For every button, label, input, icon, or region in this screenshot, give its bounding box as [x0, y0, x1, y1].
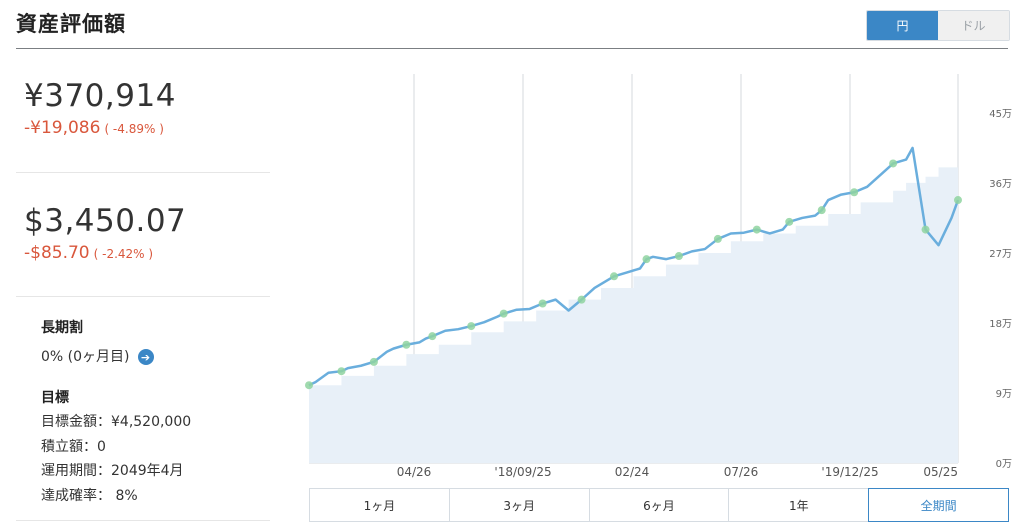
- long-term-text: 0% (0ヶ月目): [41, 349, 130, 365]
- data-point: [642, 255, 651, 264]
- page-title: 資産評価額: [16, 12, 126, 36]
- y-tick-label: 27万: [989, 249, 1012, 260]
- x-tick-label: 04/26: [397, 465, 432, 479]
- valuation-chart-svg: 0万 9万 18万 27万 36万 45万 04/26 '18/09/25 02/24 07/26…: [305, 74, 1012, 479]
- period-1m-button[interactable]: 1ヶ月: [310, 489, 450, 521]
- data-point: [337, 367, 346, 376]
- arrow-right-icon[interactable]: ➔: [137, 349, 154, 365]
- y-tick-label: 9万: [996, 389, 1012, 400]
- period-selector[interactable]: 1ヶ月 3ヶ月 6ヶ月 1年 全期間: [309, 488, 1009, 522]
- y-tick-label: 45万: [989, 109, 1012, 120]
- goal-title: 目標: [41, 390, 69, 406]
- y-tick-label: 36万: [989, 179, 1012, 190]
- goal-probability: 達成確率： 8%: [41, 488, 138, 504]
- data-point: [499, 309, 508, 318]
- data-point: [850, 188, 859, 197]
- usd-change: -$85.70( -2.42% ): [24, 243, 186, 263]
- goal-amount: 目標金額：¥4,520,000: [41, 414, 192, 430]
- x-tick-label: 07/26: [724, 465, 759, 479]
- jpy-value: ¥370,914: [24, 78, 176, 114]
- goal-period: 運用期間：2049年4月: [41, 463, 184, 479]
- usd-value: $3,450.07: [24, 203, 187, 239]
- data-point: [610, 272, 619, 281]
- x-tick-label: 02/24: [615, 465, 650, 479]
- long-term-status: 0% (0ヶ月目) ➔: [41, 346, 154, 366]
- data-point: [428, 332, 437, 341]
- currency-jpy-option[interactable]: 円: [867, 11, 938, 40]
- data-point: [817, 206, 826, 215]
- y-tick-label: 18万: [989, 319, 1012, 330]
- data-point: [713, 234, 722, 243]
- period-1y-button[interactable]: 1年: [729, 489, 870, 521]
- jpy-change-amount: -¥19,086: [24, 118, 101, 138]
- valuation-chart: 0万 9万 18万 27万 36万 45万 04/26 '18/09/25 02/24 07/26…: [270, 60, 1024, 480]
- period-all-button[interactable]: 全期間: [868, 488, 1009, 522]
- jpy-change-pct: ( -4.89% ): [104, 122, 164, 136]
- data-point: [305, 381, 313, 390]
- period-6m-button[interactable]: 6ヶ月: [590, 489, 730, 521]
- data-point: [369, 357, 378, 366]
- divider: [16, 296, 270, 297]
- data-point: [674, 252, 683, 261]
- data-point: [921, 225, 930, 234]
- data-point: [577, 295, 586, 304]
- data-point: [402, 340, 411, 349]
- valuation-line: [308, 146, 960, 387]
- data-point: [954, 196, 962, 205]
- data-point: [785, 217, 794, 226]
- usd-change-pct: ( -2.42% ): [93, 247, 154, 261]
- jpy-change: -¥19,086( -4.89% ): [24, 118, 176, 138]
- currency-toggle[interactable]: 円 ドル: [866, 10, 1010, 41]
- long-term-title: 長期割: [41, 320, 83, 336]
- period-3m-button[interactable]: 3ヶ月: [450, 489, 590, 521]
- x-tick-label: '19/12/25: [821, 465, 878, 479]
- x-tick-label: 05/25: [923, 465, 958, 479]
- data-point: [889, 159, 898, 168]
- divider: [16, 172, 270, 173]
- data-point: [752, 225, 761, 234]
- y-tick-label: 0万: [996, 459, 1012, 470]
- data-point: [467, 322, 476, 331]
- title-divider: [16, 48, 1008, 49]
- currency-usd-option[interactable]: ドル: [938, 11, 1009, 40]
- usd-change-amount: -$85.70: [24, 243, 90, 263]
- goal-contribution: 積立額：0: [41, 439, 106, 455]
- data-point: [538, 299, 547, 308]
- x-tick-label: '18/09/25: [494, 465, 551, 479]
- jpy-summary: ¥370,914 -¥19,086( -4.89% ): [24, 78, 176, 138]
- usd-summary: $3,450.07 -$85.70( -2.42% ): [24, 203, 186, 263]
- divider: [16, 520, 270, 521]
- principal-area: [309, 163, 958, 463]
